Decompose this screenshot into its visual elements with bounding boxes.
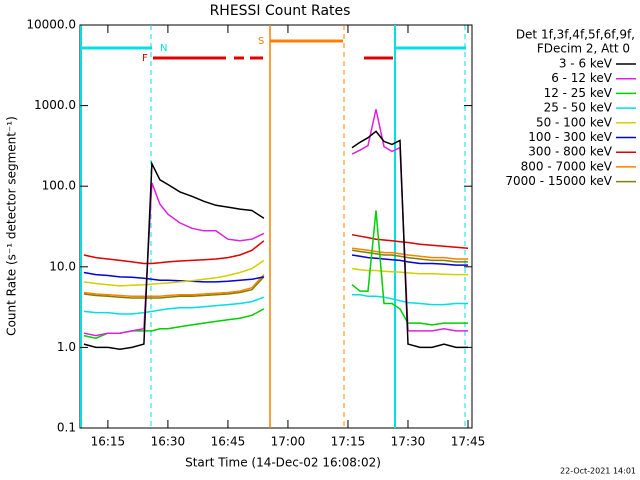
legend-label: 25 - 50 keV: [544, 101, 613, 115]
legend-title: Det 1f,3f,4f,5f,6f,9f,: [516, 28, 635, 42]
x-tick-label: 16:15: [91, 435, 126, 449]
legend-label: 12 - 25 keV: [544, 86, 613, 100]
plot-frame: [79, 24, 473, 429]
y-tick-label: 1.0: [57, 340, 76, 354]
series-line: [83, 247, 468, 298]
y-tick-label: 0.1: [57, 421, 76, 435]
state-markers: [80, 25, 466, 428]
x-tick-label: 16:30: [151, 435, 186, 449]
y-tick-label: 100.0: [42, 179, 76, 193]
legend-label: 300 - 800 keV: [528, 145, 612, 159]
annotation: F: [142, 53, 148, 64]
y-tick-label: 1000.0: [34, 98, 76, 112]
legend-label: 50 - 100 keV: [536, 115, 613, 129]
series-line: [83, 130, 468, 350]
legend-label: 6 - 12 keV: [551, 71, 613, 85]
legend-label: 100 - 300 keV: [528, 130, 612, 144]
series-line: [83, 210, 468, 339]
x-tick-label: 17:45: [451, 435, 486, 449]
y-tick-label: 10.0: [49, 259, 76, 273]
legend-label: 7000 - 15000 keV: [505, 174, 612, 188]
annotation: N: [160, 43, 167, 54]
y-tick-label: 10000.0: [26, 18, 76, 32]
series-line: [83, 294, 468, 315]
legend-label: 3 - 6 keV: [559, 57, 613, 71]
legend-label: 800 - 7000 keV: [521, 159, 613, 173]
series-line: [83, 259, 468, 287]
series-line: [83, 254, 468, 283]
series-line: [83, 233, 469, 265]
y-axis-label: Count Rate (s⁻¹ detector segment⁻¹): [5, 116, 19, 336]
series-line: [83, 249, 468, 299]
footer: 22-Oct-2021 14:01: [560, 467, 636, 476]
annotation: S: [258, 36, 264, 47]
x-tick-label: 17:30: [391, 435, 426, 449]
x-tick-label: 17:00: [271, 435, 306, 449]
x-tick-label: 16:45: [211, 435, 246, 449]
series-line: [83, 109, 468, 337]
chart-title: RHESSI Count Rates: [210, 3, 351, 19]
legend-title: FDecim 2, Att 0: [537, 42, 630, 56]
x-tick-label: 17:15: [331, 435, 366, 449]
x-axis-label: Start Time (14-Dec-02 16:08:02): [185, 456, 381, 470]
